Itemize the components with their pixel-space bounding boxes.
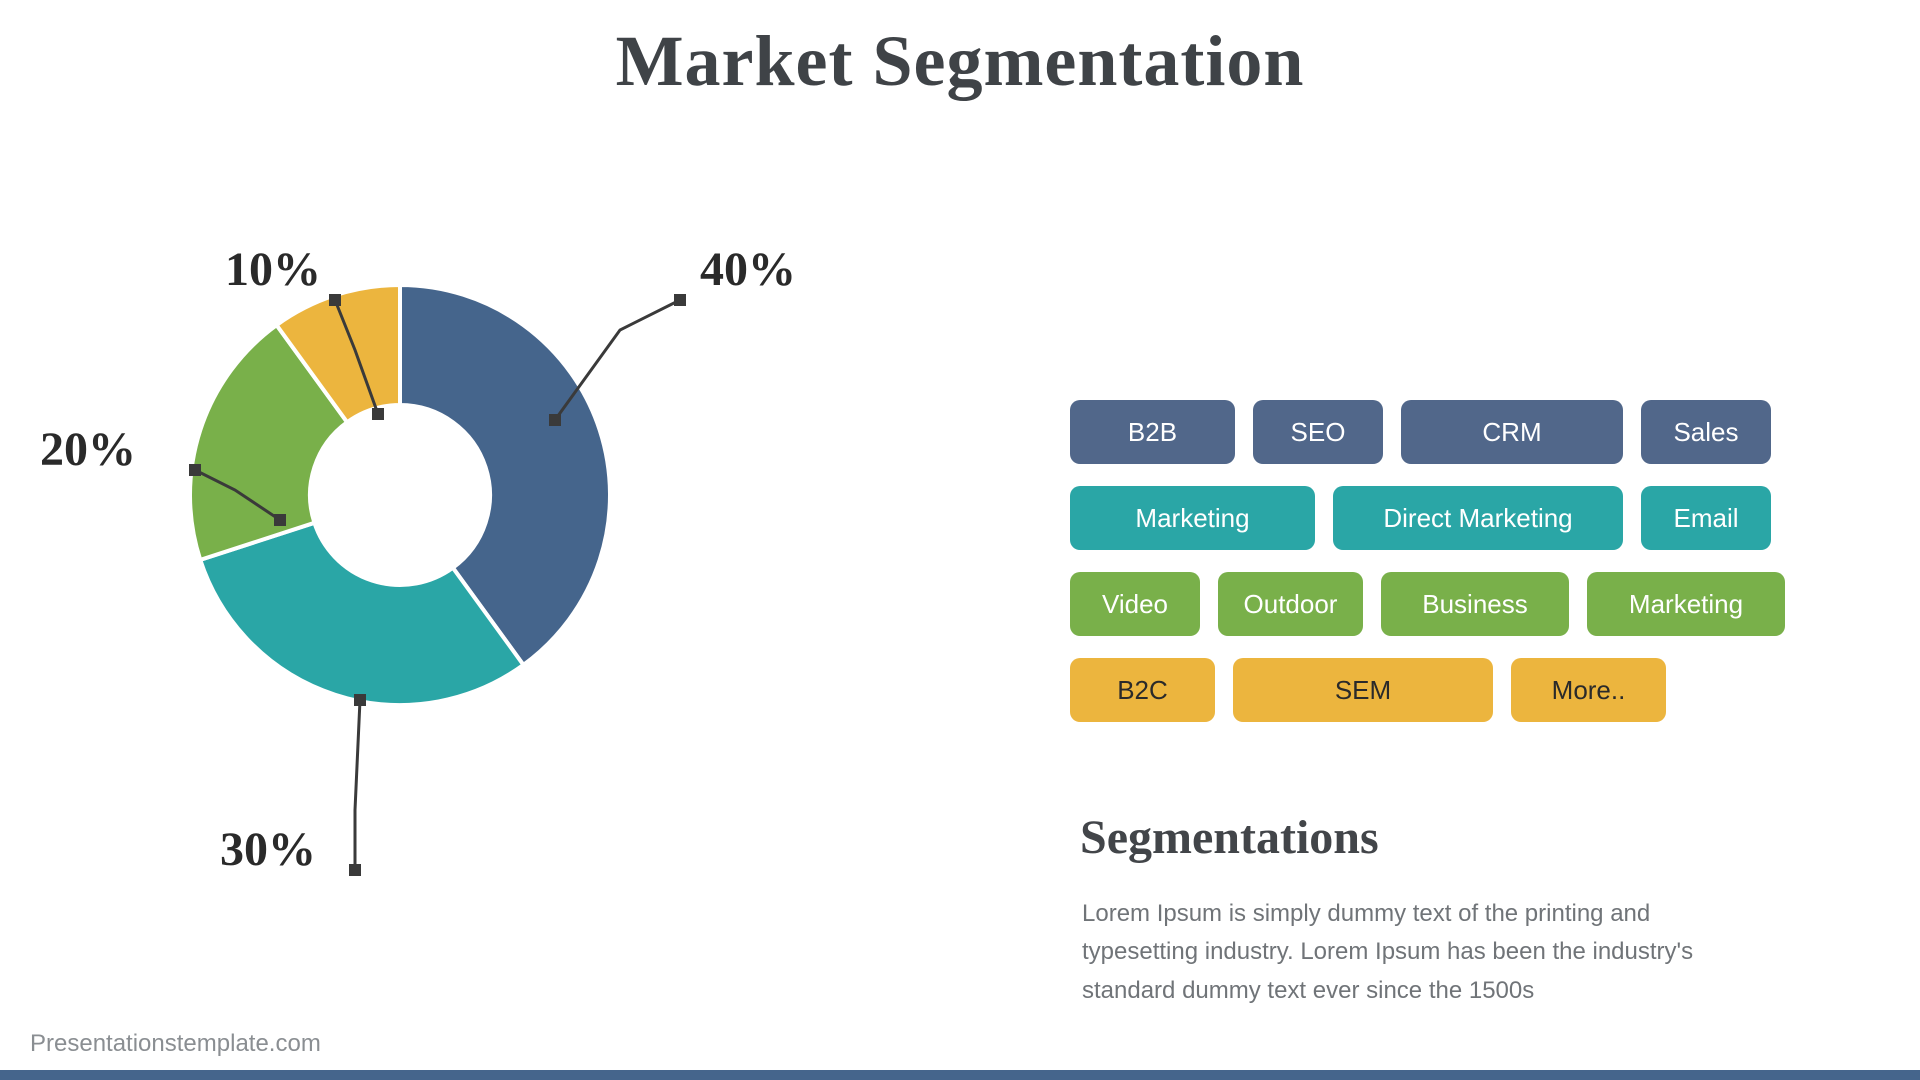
tag: SEM	[1233, 658, 1493, 722]
slice-label: 10%	[225, 242, 321, 297]
slice-label: 40%	[700, 242, 796, 297]
footer-bar	[0, 1070, 1920, 1080]
tag: Outdoor	[1218, 572, 1363, 636]
donut-svg	[185, 280, 615, 710]
footer-attribution: Presentationstemplate.com	[30, 1030, 321, 1058]
tag: CRM	[1401, 400, 1623, 464]
tag: Email	[1641, 486, 1771, 550]
tags-area: B2B SEO CRM Sales Marketing Direct Marketing E…	[1070, 400, 1790, 744]
tag: Video	[1070, 572, 1200, 636]
tag-row: Marketing Direct Marketing Email	[1070, 486, 1790, 550]
tag: More..	[1511, 658, 1666, 722]
tag-row: Video Outdoor Business Marketing	[1070, 572, 1790, 636]
page-title: Market Segmentation	[0, 20, 1920, 103]
tag: Direct Marketing	[1333, 486, 1623, 550]
section-title: Segmentations	[1080, 810, 1379, 865]
section-body: Lorem Ipsum is simply dummy text of the …	[1082, 895, 1722, 1010]
slice-label: 20%	[40, 422, 136, 477]
leader-dot	[349, 864, 361, 876]
tag: B2C	[1070, 658, 1215, 722]
tag: B2B	[1070, 400, 1235, 464]
tag: Business	[1381, 572, 1569, 636]
tag-row: B2B SEO CRM Sales	[1070, 400, 1790, 464]
tag-row: B2C SEM More..	[1070, 658, 1790, 722]
slide-root: Market Segmentation B2B SEO CRM Sales Market…	[0, 0, 1920, 1080]
donut-chart	[60, 220, 760, 780]
tag: Marketing	[1070, 486, 1315, 550]
tag: Marketing	[1587, 572, 1785, 636]
slice-label: 30%	[220, 822, 316, 877]
tag: Sales	[1641, 400, 1771, 464]
tag: SEO	[1253, 400, 1383, 464]
